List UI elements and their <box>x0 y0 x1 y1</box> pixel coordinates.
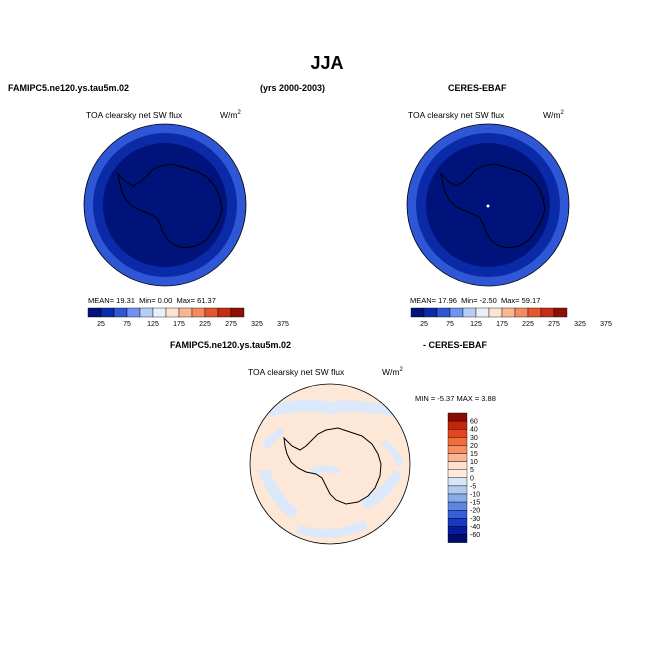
right-antarctica-coastline <box>440 163 546 249</box>
diff-colorbar-box <box>447 420 468 430</box>
diff-colorbar-box <box>447 509 468 519</box>
diff-colorbar-box <box>447 534 468 543</box>
diff-colorbar-label: 30 <box>470 435 478 442</box>
diff-colorbar-box <box>447 453 468 462</box>
page-title: JJA <box>310 53 344 73</box>
left-panel-units: W/m2 <box>220 110 241 120</box>
right-colorbar-label: 225 <box>522 321 534 328</box>
right-colorbar-label: 25 <box>420 321 428 328</box>
right-colorbar-label: 325 <box>574 321 586 328</box>
diff-colorbar-box <box>447 485 468 495</box>
diff-colorbar-label: -20 <box>470 508 480 515</box>
diff-colorbar-label: -30 <box>470 516 480 523</box>
right-colorbar-label: 125 <box>470 321 482 328</box>
left-colorbar-label: 225 <box>199 321 211 328</box>
diff-colorbar-label: 5 <box>470 467 474 474</box>
left-antarctica-coastline <box>117 163 223 249</box>
left-colorbar-label: 325 <box>251 321 263 328</box>
diff-colorbar-box <box>447 526 468 535</box>
right-colorbar-label: 375 <box>600 321 612 328</box>
diff-colorbar-label: -60 <box>470 532 480 539</box>
diff-colorbar-box <box>447 437 468 446</box>
right-colorbar-label: 275 <box>548 321 560 328</box>
diff-map-border <box>249 383 411 545</box>
left-stats: MEAN= 19.31 Min= 0.00 Max= 61.37 <box>88 296 216 305</box>
diff-colorbar-box <box>447 469 468 479</box>
diff-panel-variable: TOA clearsky net SW flux <box>248 367 345 377</box>
diff-colorbar-box <box>447 461 468 470</box>
diff-colorbar-box <box>447 518 468 527</box>
right-colorbar-box <box>553 307 568 318</box>
diff-model-label: FAMIPC5.ne120.ys.tau5m.02 <box>170 340 292 350</box>
diff-colorbar-box <box>447 501 468 511</box>
left-colorbar: 25 75 125 175 225 275 325 375 <box>87 307 289 328</box>
diff-colorbar-label: 20 <box>470 443 478 450</box>
left-colorbar-label: 75 <box>123 321 131 328</box>
right-colorbar: 25 75 125 175 225 275 325 375 <box>410 307 612 328</box>
diff-negative-regions <box>250 399 410 538</box>
diff-colorbar-label: -10 <box>470 492 480 499</box>
diff-colorbar-label: -40 <box>470 524 480 531</box>
diff-colorbar-box <box>447 445 468 454</box>
right-panel-units: W/m2 <box>543 110 564 120</box>
years-label: (yrs 2000-2003) <box>260 83 326 93</box>
diff-colorbar-label: -5 <box>470 483 476 490</box>
diff-colorbar-label: 60 <box>470 419 478 426</box>
right-colorbar-label: 175 <box>496 321 508 328</box>
diff-obs-label: - CERES-EBAF <box>423 340 488 350</box>
diff-colorbar-box <box>447 429 468 438</box>
diff-colorbar-label: 0 <box>470 475 474 482</box>
diff-colorbar-box <box>447 477 468 487</box>
obs-case-label: CERES-EBAF <box>448 83 507 93</box>
left-colorbar-label: 375 <box>277 321 289 328</box>
diff-colorbar-label: 10 <box>470 459 478 466</box>
diff-colorbar-label: 40 <box>470 427 478 434</box>
left-colorbar-label: 175 <box>173 321 185 328</box>
right-stats: MEAN= 17.96 Min= -2.50 Max= 59.17 <box>410 296 541 305</box>
diff-antarctica-coastline <box>283 427 382 505</box>
diff-panel-units: W/m2 <box>382 367 403 377</box>
diff-colorbar-box <box>447 412 468 422</box>
left-colorbar-label: 25 <box>97 321 105 328</box>
left-colorbar-label: 125 <box>147 321 159 328</box>
right-panel-variable: TOA clearsky net SW flux <box>408 110 505 120</box>
model-case-label: FAMIPC5.ne120.ys.tau5m.02 <box>8 83 130 93</box>
left-colorbar-box <box>230 307 245 318</box>
diff-stats: MIN = -5.37 MAX = 3.88 <box>415 394 496 403</box>
left-interior <box>103 143 227 267</box>
right-pole-point <box>486 204 490 208</box>
diff-colorbar-label: -15 <box>470 500 480 507</box>
diff-colorbar-label: 15 <box>470 451 478 458</box>
diff-colorbar-box <box>447 493 468 503</box>
left-panel-variable: TOA clearsky net SW flux <box>86 110 183 120</box>
right-colorbar-label: 75 <box>446 321 454 328</box>
left-colorbar-label: 275 <box>225 321 237 328</box>
